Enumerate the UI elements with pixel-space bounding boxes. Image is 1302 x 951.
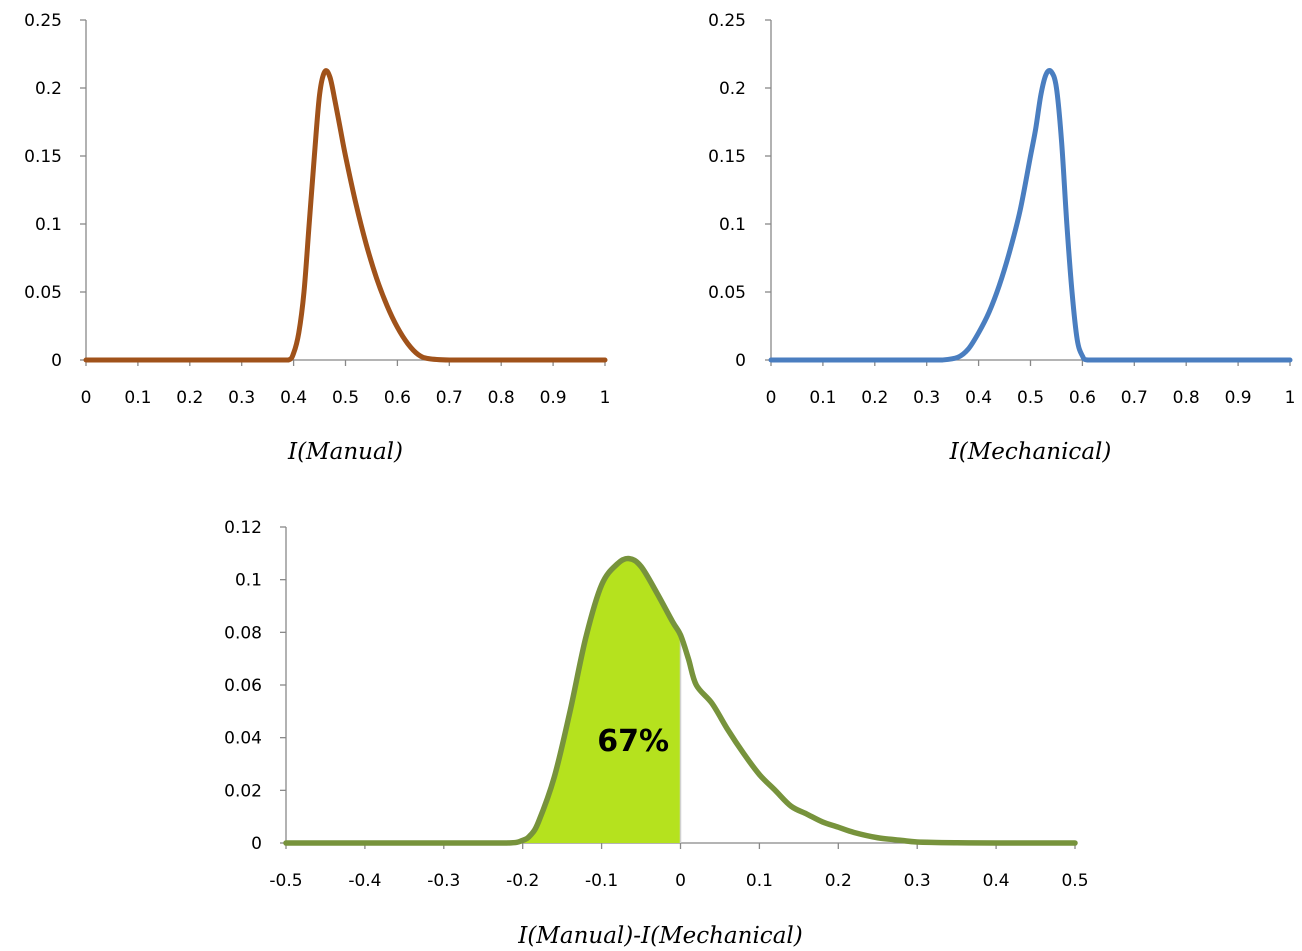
x-tick-label: 0.8 xyxy=(488,388,515,408)
x-tick-label: 0.3 xyxy=(913,388,940,408)
x-tick-label: 0.4 xyxy=(280,388,307,408)
x-tick-label: -0.5 xyxy=(269,871,302,891)
x-tick-label: 0 xyxy=(766,388,777,408)
chart-manual: 0 0.05 0.1 0.15 0.2 0.25 0 0.1 0.2 0.3 0.4 0.5 0.6 0.… xyxy=(24,11,610,465)
y-tick-label: 0.1 xyxy=(35,215,62,235)
y-tick-label: 0.1 xyxy=(235,571,262,591)
x-tick-label: -0.1 xyxy=(585,871,618,891)
x-tick-label: 0.7 xyxy=(1121,388,1148,408)
x-axis-title: I(Manual)-I(Mechanical) xyxy=(517,923,802,949)
area-percentage-label: 67% xyxy=(597,724,669,759)
shaded-area xyxy=(522,558,681,843)
x-tick-label: 0.5 xyxy=(1061,871,1088,891)
x-tick-label: 0.4 xyxy=(965,388,992,408)
series-line xyxy=(83,68,608,363)
y-tick-label: 0.02 xyxy=(224,781,262,801)
x-tick-label: 0 xyxy=(675,871,686,891)
x-tick-label: -0.4 xyxy=(348,871,381,891)
y-tick-label: 0.25 xyxy=(24,11,62,31)
x-tick-label: 1 xyxy=(1285,388,1296,408)
x-tick-label: 0.2 xyxy=(176,388,203,408)
x-tick-label: 0.5 xyxy=(332,388,359,408)
y-tick-label: 0.25 xyxy=(708,11,746,31)
x-tick-label: 0 xyxy=(81,388,92,408)
y-tick-label: 0.15 xyxy=(708,147,746,167)
chart-difference: 0 0.02 0.04 0.06 0.08 0.1 0.12 -0.5 -0.4 -0.3 -0.2… xyxy=(224,518,1088,949)
y-tick-label: 0.12 xyxy=(224,518,262,538)
y-tick-label: 0.05 xyxy=(708,283,746,303)
x-axis-title: I(Mechanical) xyxy=(949,439,1112,465)
y-tick-label: 0.04 xyxy=(224,729,262,749)
x-tick-label: -0.2 xyxy=(506,871,539,891)
x-axis-title: I(Manual) xyxy=(287,439,403,465)
y-tick-label: 0 xyxy=(251,834,262,854)
x-tick-label: 1 xyxy=(600,388,611,408)
y-tick-label: 0.2 xyxy=(719,79,746,99)
x-tick-label: 0.4 xyxy=(983,871,1010,891)
y-tick-label: 0.08 xyxy=(224,623,262,643)
x-tick-label: 0.7 xyxy=(436,388,463,408)
y-tick-label: 0.06 xyxy=(224,676,262,696)
x-tick-label: 0.3 xyxy=(228,388,255,408)
x-tick-label: 0.8 xyxy=(1173,388,1200,408)
y-tick-label: 0 xyxy=(735,351,746,371)
y-tick-label: 0.2 xyxy=(35,79,62,99)
x-tick-label: 0.9 xyxy=(540,388,567,408)
x-tick-label: 0.3 xyxy=(904,871,931,891)
x-tick-label: 0.5 xyxy=(1017,388,1044,408)
x-tick-label: 0.2 xyxy=(861,388,888,408)
y-tick-label: 0 xyxy=(51,351,62,371)
y-tick-label: 0.15 xyxy=(24,147,62,167)
x-tick-label: 0.1 xyxy=(746,871,773,891)
x-tick-label: 0.1 xyxy=(124,388,151,408)
y-tick-label: 0.05 xyxy=(24,283,62,303)
x-tick-label: 0.1 xyxy=(809,388,836,408)
y-tick-label: 0.1 xyxy=(719,215,746,235)
x-tick-label: 0.6 xyxy=(1069,388,1096,408)
chart-mechanical: 0 0.05 0.1 0.15 0.2 0.25 0 0.1 0.2 0.3 0.4 0.5 0.6 0.… xyxy=(708,11,1295,465)
x-tick-label: -0.3 xyxy=(427,871,460,891)
series-line xyxy=(768,68,1293,363)
x-tick-label: 0.6 xyxy=(384,388,411,408)
series-line xyxy=(283,555,1078,846)
x-tick-label: 0.2 xyxy=(825,871,852,891)
x-tick-label: 0.9 xyxy=(1225,388,1252,408)
